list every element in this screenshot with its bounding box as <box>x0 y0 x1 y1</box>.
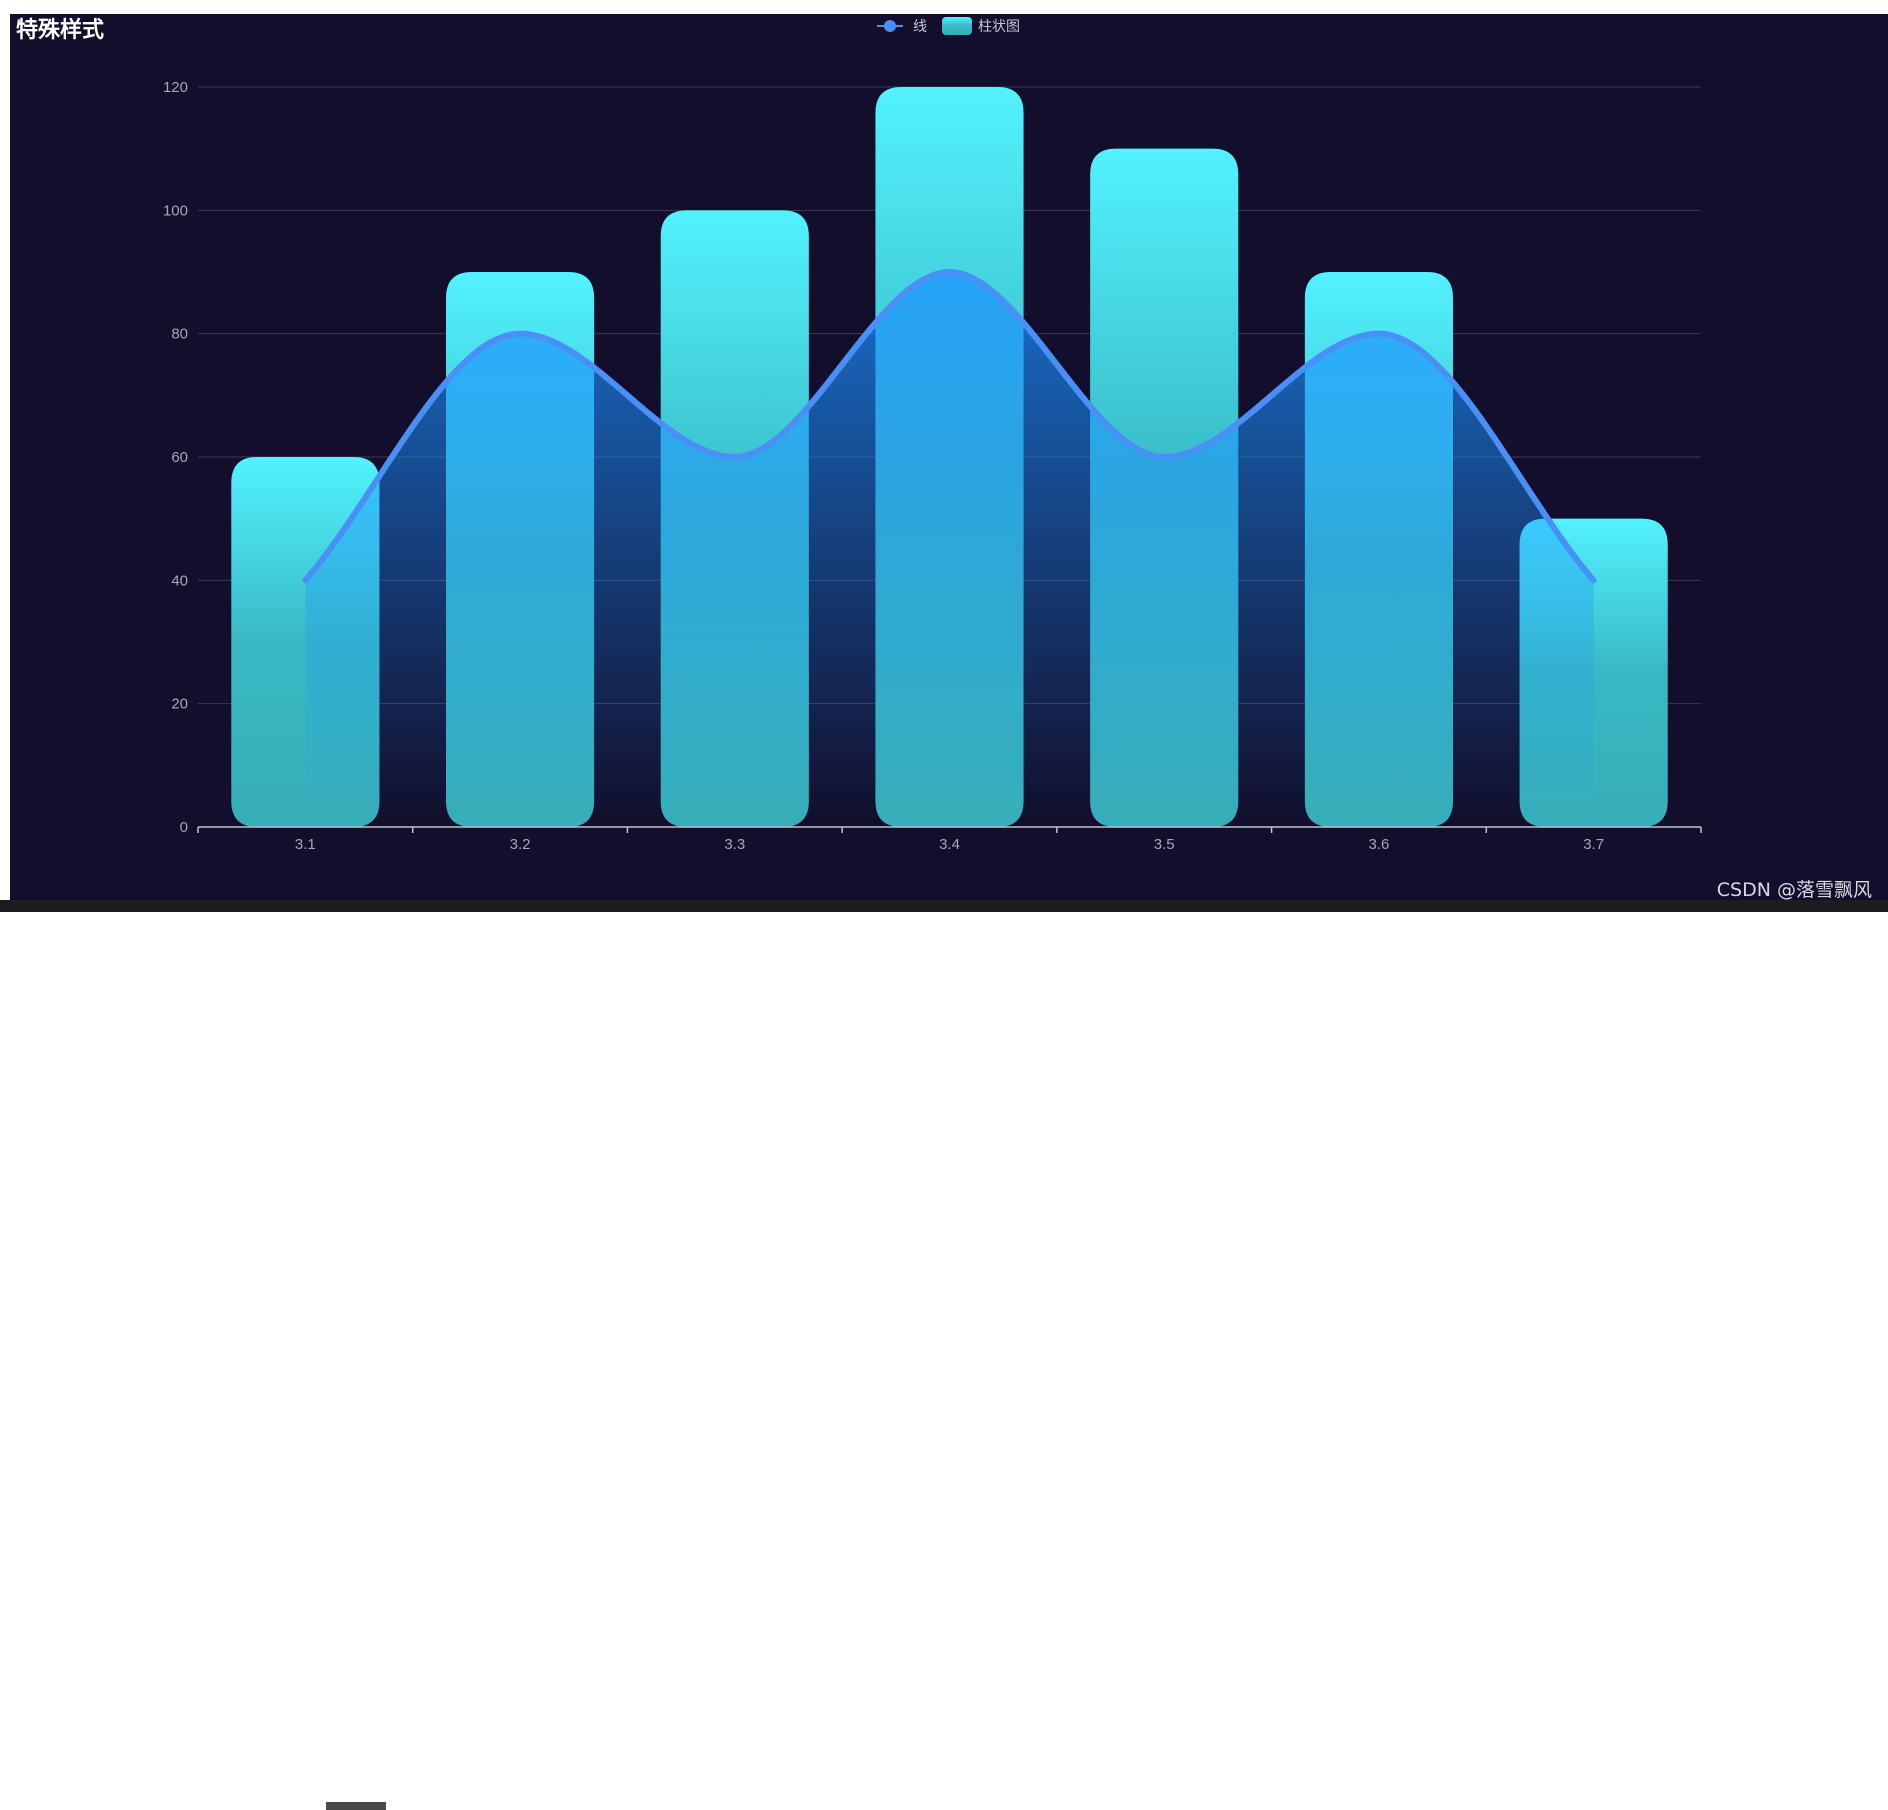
y-tick-label: 120 <box>163 79 188 96</box>
y-tick-label: 100 <box>163 202 188 219</box>
y-tick-label: 80 <box>171 326 188 343</box>
legend-label-line: 线 <box>913 19 927 35</box>
chart-title: 特殊样式 <box>16 12 104 44</box>
x-axis-labels: 3.1 3.2 3.3 3.4 3.5 3.6 3.7 <box>295 836 1604 853</box>
legend[interactable]: 线 柱状图 <box>877 17 1020 35</box>
x-tick-label: 3.4 <box>939 836 960 853</box>
legend-label-bar: 柱状图 <box>978 19 1020 35</box>
x-tick-label: 3.2 <box>510 836 531 853</box>
x-tick-label: 3.5 <box>1154 836 1175 853</box>
legend-line-marker <box>884 20 896 32</box>
legend-item-bar[interactable]: 柱状图 <box>942 17 1020 35</box>
x-tick-label: 3.6 <box>1368 836 1389 853</box>
line-area <box>305 272 1593 827</box>
x-tick-label: 3.3 <box>724 836 745 853</box>
x-axis <box>198 827 1701 833</box>
y-tick-label: 40 <box>171 572 188 589</box>
legend-bar-swatch <box>942 17 972 35</box>
y-tick-label: 60 <box>171 449 188 466</box>
line-area-fill <box>305 272 1593 827</box>
x-tick-label: 3.7 <box>1583 836 1604 853</box>
y-tick-label: 0 <box>180 819 188 836</box>
horizontal-scrollbar[interactable] <box>0 900 1888 912</box>
watermark: CSDN @落雪飘风 <box>1717 875 1872 902</box>
chart: 0 20 40 60 80 100 120 3.1 3.2 3.3 3.4 3.5 3.6 3.7 线 … <box>0 0 1888 900</box>
legend-item-line[interactable]: 线 <box>877 19 927 35</box>
y-tick-label: 20 <box>171 696 188 713</box>
y-axis-labels: 0 20 40 60 80 100 120 <box>163 79 188 836</box>
scrollbar-thumb[interactable] <box>326 1802 386 1810</box>
x-tick-label: 3.1 <box>295 836 316 853</box>
